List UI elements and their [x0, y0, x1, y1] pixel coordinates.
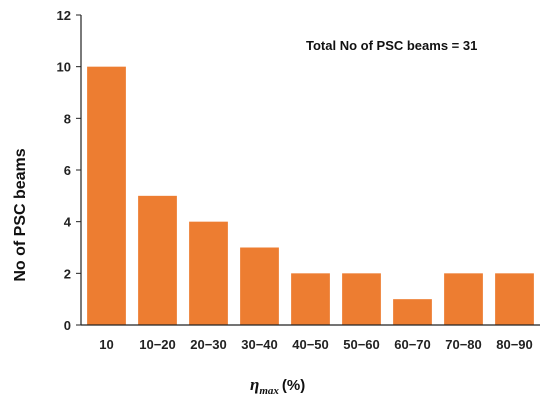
y-tick-label: 6 [64, 163, 71, 178]
x-tick-label: 20−30 [190, 337, 227, 352]
bar-2 [138, 195, 177, 325]
x-tick-label: 40−50 [292, 337, 329, 352]
x-tick-label: 30−40 [241, 337, 278, 352]
bar-4 [240, 247, 279, 325]
x-tick-label: 10 [99, 337, 113, 352]
x-tick-label: 80−90 [496, 337, 533, 352]
x-ticks-group: 10 10−20 20−30 30−40 40−50 50−60 60−70 70−80 80−… [99, 337, 532, 352]
y-tick-label: 10 [57, 60, 71, 75]
bar-1 [87, 66, 126, 326]
bar-3 [189, 221, 228, 325]
bar-5 [291, 273, 330, 325]
x-tick-label: 70−80 [445, 337, 482, 352]
y-ticks-group: 0 2 4 6 8 10 12 [57, 8, 81, 333]
bars-group [87, 66, 534, 326]
y-tick-label: 12 [57, 8, 71, 23]
y-tick-label: 4 [64, 215, 72, 230]
y-tick-label: 2 [64, 266, 71, 281]
x-tick-label: 60−70 [394, 337, 431, 352]
y-tick-label: 8 [64, 111, 71, 126]
x-axis-subscript: max [259, 385, 279, 397]
x-axis-title: ηmax (%) [250, 375, 305, 397]
y-axis-title: No of PSC beams [12, 148, 29, 281]
x-tick-label: 50−60 [343, 337, 380, 352]
bar-7 [393, 299, 432, 325]
total-annotation: Total No of PSC beams = 31 [306, 38, 477, 53]
bar-9 [495, 273, 534, 325]
bar-6 [342, 273, 381, 325]
bar-8 [444, 273, 483, 325]
x-axis-unit: (%) [282, 377, 305, 394]
x-axis-symbol: η [250, 375, 259, 394]
x-tick-label: 10−20 [139, 337, 176, 352]
y-tick-label: 0 [64, 318, 71, 333]
